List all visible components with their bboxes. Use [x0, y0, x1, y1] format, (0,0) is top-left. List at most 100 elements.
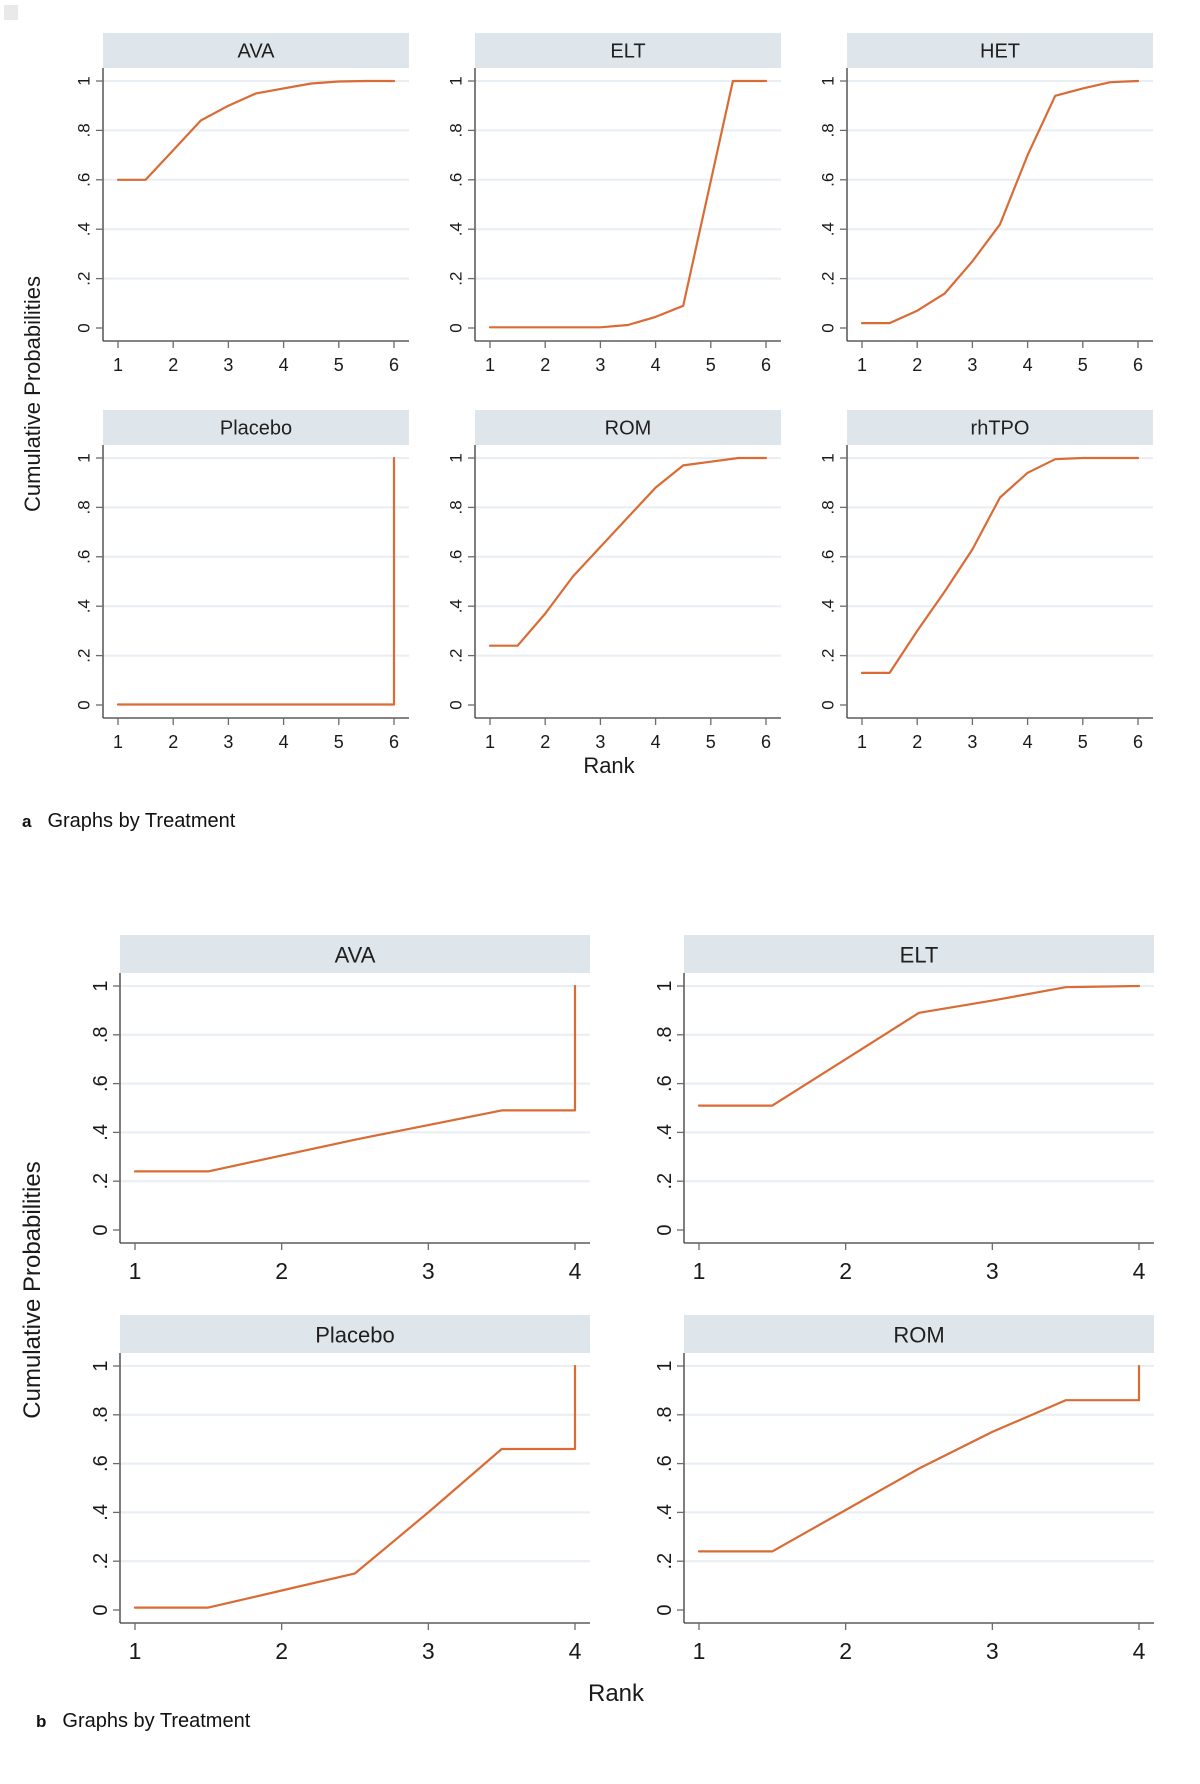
y-tick-label: .6 — [447, 173, 466, 187]
y-tick-label: .6 — [819, 550, 838, 564]
cdf-curve — [133, 984, 577, 1173]
y-tick-label: 0 — [819, 323, 838, 332]
x-tick-label: 1 — [113, 732, 123, 748]
y-tick-label: 1 — [819, 453, 838, 462]
x-tick-label: 2 — [540, 732, 550, 748]
panel-a-y-axis-title: Cumulative Probabilities — [20, 276, 45, 512]
x-tick-label: 5 — [334, 355, 344, 371]
y-tick-label: 0 — [447, 323, 466, 332]
panel-a-subplot-grid: AVA 0.2.4.6.8 1 1 2 3 4 5 6 ELT 0.2.4.6.8 1 1 2 3 4 5 6 HE… — [65, 33, 1153, 748]
cdf-curve — [488, 456, 768, 647]
subplot-title: rhTPO — [971, 418, 1030, 440]
subplot-canvas: AVA 0 .2 .4 .6 .8 1 1 2 3 4 5 6 — [75, 33, 409, 371]
x-tick-label: 4 — [1133, 1638, 1146, 1664]
y-tick-label: .2 — [447, 649, 466, 663]
subplot-title: ELT — [900, 943, 939, 968]
panel-b-y-axis-title: Cumulative Probabilities — [19, 1161, 46, 1419]
x-tick-label: 1 — [693, 1638, 706, 1664]
y-tick-label: .2 — [447, 272, 466, 286]
x-tick-label: 3 — [967, 355, 977, 371]
scan-artifact — [4, 5, 18, 20]
subplot-ava: AVA 0 .2 .4 .6 .8 1 1 2 3 4 5 6 — [65, 33, 409, 371]
y-tick-label: 0 — [75, 700, 94, 709]
y-tick-label: 0 — [75, 323, 94, 332]
x-tick-label: 5 — [334, 732, 344, 748]
subplot-title-bar — [847, 410, 1153, 445]
y-tick-label: 1 — [447, 76, 466, 85]
cdf-curve — [697, 1364, 1141, 1553]
y-tick-label: 0 — [90, 1604, 112, 1615]
y-tick-label: 0 — [447, 700, 466, 709]
y-tick-label: .6 — [654, 1455, 676, 1472]
x-tick-label: 4 — [651, 732, 661, 748]
panel-a-caption-letter: a — [22, 812, 32, 831]
y-tick-label: .8 — [447, 500, 466, 514]
x-tick-label: 2 — [839, 1638, 852, 1664]
panel-b-caption: b Graphs by Treatment — [36, 1710, 250, 1733]
x-tick-label: 3 — [986, 1258, 999, 1284]
panel-a-x-axis-title: Rank — [583, 753, 635, 778]
subplot-title: ROM — [605, 418, 652, 440]
x-tick-label: 3 — [595, 732, 605, 748]
x-tick-label: 2 — [168, 355, 178, 371]
subplot-title-bar — [684, 935, 1154, 973]
y-tick-label: .2 — [654, 1553, 676, 1570]
x-tick-label: 2 — [540, 355, 550, 371]
y-tick-label: .2 — [90, 1553, 112, 1570]
y-tick-label: .6 — [90, 1075, 112, 1092]
x-tick-label: 3 — [422, 1638, 435, 1664]
x-tick-label: 1 — [693, 1258, 706, 1284]
subplot-title: AVA — [237, 41, 275, 63]
subplot-canvas: rhTPO 0 .2 .4 .6 .8 1 1 2 3 4 5 6 — [819, 410, 1153, 748]
y-tick-label: .8 — [90, 1026, 112, 1043]
x-tick-label: 2 — [168, 732, 178, 748]
y-tick-label: 1 — [75, 76, 94, 85]
subplot-title-bar — [120, 1315, 590, 1353]
y-tick-label: 0 — [654, 1604, 676, 1615]
y-tick-label: 1 — [90, 1360, 112, 1371]
y-tick-label: .2 — [819, 272, 838, 286]
cdf-curve — [860, 79, 1140, 325]
x-tick-label: 3 — [223, 355, 233, 371]
x-tick-label: 6 — [389, 355, 399, 371]
x-tick-label: 6 — [1133, 732, 1143, 748]
y-tick-label: .4 — [75, 222, 94, 236]
subplot-canvas: Placebo 0 .2 .4 .6 .8 1 1 2 3 4 5 6 — [75, 410, 409, 748]
y-tick-label: 1 — [447, 453, 466, 462]
y-tick-label: .4 — [75, 599, 94, 613]
panel-b-caption-text: Graphs by Treatment — [62, 1710, 251, 1732]
y-tick-label: .8 — [75, 123, 94, 137]
y-tick-label: 0 — [654, 1224, 676, 1235]
y-tick-label: .4 — [90, 1124, 112, 1141]
x-tick-label: 1 — [485, 732, 495, 748]
y-tick-label: .2 — [819, 649, 838, 663]
subplot-title: HET — [980, 41, 1020, 63]
subplot-title: Placebo — [220, 418, 292, 440]
x-tick-label: 2 — [275, 1258, 288, 1284]
panel-b: AVA 0.2.4.6.8 1 1 2 3 4 ELT 0.2.4.6.8 1 1 2 3 4 Placeb… — [78, 935, 1154, 1669]
y-tick-label: .8 — [654, 1406, 676, 1423]
subplot-title-bar — [847, 33, 1153, 68]
panel-b-subplot-grid: AVA 0.2.4.6.8 1 1 2 3 4 ELT 0.2.4.6.8 1 1 2 3 4 Placeb… — [78, 935, 1154, 1669]
x-tick-label: 3 — [422, 1258, 435, 1284]
y-tick-label: 0 — [819, 700, 838, 709]
cdf-curve — [488, 79, 768, 329]
x-tick-label: 6 — [761, 355, 771, 371]
y-tick-label: 1 — [75, 453, 94, 462]
y-tick-label: .2 — [90, 1173, 112, 1190]
subplot-canvas: HET 0 .2 .4 .6 .8 1 1 2 3 4 5 6 — [819, 33, 1153, 371]
y-tick-label: .6 — [654, 1075, 676, 1092]
x-tick-label: 5 — [706, 355, 716, 371]
subplot-title: AVA — [335, 943, 376, 968]
y-tick-label: 1 — [819, 76, 838, 85]
y-tick-label: .4 — [819, 222, 838, 236]
y-tick-label: .4 — [654, 1504, 676, 1521]
x-tick-label: 5 — [1078, 732, 1088, 748]
y-tick-label: .8 — [90, 1406, 112, 1423]
y-tick-label: .8 — [819, 500, 838, 514]
subplot-placebo: Placebo 0 .2 .4 .6 .8 1 1 2 3 4 5 6 — [65, 410, 409, 748]
y-tick-label: .8 — [447, 123, 466, 137]
y-tick-label: 1 — [654, 980, 676, 991]
subplot-elt: ELT 0 .2 .4 .6 .8 1 1 2 3 4 — [642, 935, 1154, 1289]
